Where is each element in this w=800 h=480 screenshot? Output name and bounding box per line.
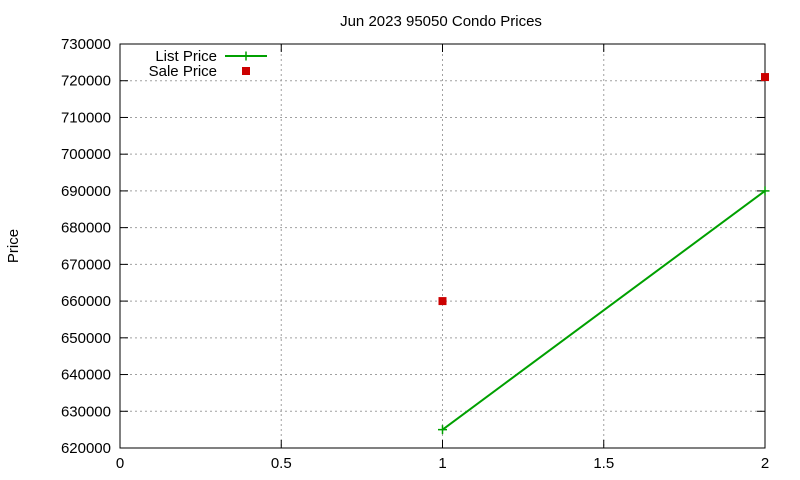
x-tick-label: 0.5 xyxy=(271,455,292,472)
list-price-point xyxy=(438,425,447,435)
y-tick-label: 710000 xyxy=(61,109,111,126)
axis-ticks: 620000 630000 640000 650000 660000 670000 6800… xyxy=(61,36,769,472)
y-axis-label: Price xyxy=(5,229,22,263)
x-tick-label: 0 xyxy=(116,455,124,472)
list-price-point xyxy=(760,186,770,196)
y-tick-label: 720000 xyxy=(61,73,111,90)
x-tick-label: 2 xyxy=(761,455,769,472)
sale-price-point xyxy=(761,73,769,82)
series-layer xyxy=(438,73,770,435)
y-tick-label: 730000 xyxy=(61,36,111,53)
y-tick-label: 640000 xyxy=(61,367,111,384)
y-tick-label: 680000 xyxy=(61,220,111,237)
list-price-line xyxy=(441,190,766,431)
y-tick-label: 690000 xyxy=(61,183,111,200)
y-tick-label: 630000 xyxy=(61,403,111,420)
x-tick-label: 1 xyxy=(438,455,446,472)
chart-title: Jun 2023 95050 Condo Prices xyxy=(340,13,542,30)
legend-marker-list-price xyxy=(241,51,251,61)
y-tick-label: 660000 xyxy=(61,293,111,310)
y-tick-label: 620000 xyxy=(61,440,111,457)
y-tick-label: 650000 xyxy=(61,330,111,347)
legend-swatch-sale-price xyxy=(242,67,250,75)
y-tick-label: 700000 xyxy=(61,146,111,163)
legend-label-sale-price: Sale Price xyxy=(149,63,217,80)
y-tick-label: 670000 xyxy=(61,256,111,273)
legend-label-list-price: List Price xyxy=(155,48,217,65)
sale-price-point xyxy=(438,297,447,306)
grid-lines xyxy=(120,44,765,448)
x-tick-label: 1.5 xyxy=(593,455,614,472)
